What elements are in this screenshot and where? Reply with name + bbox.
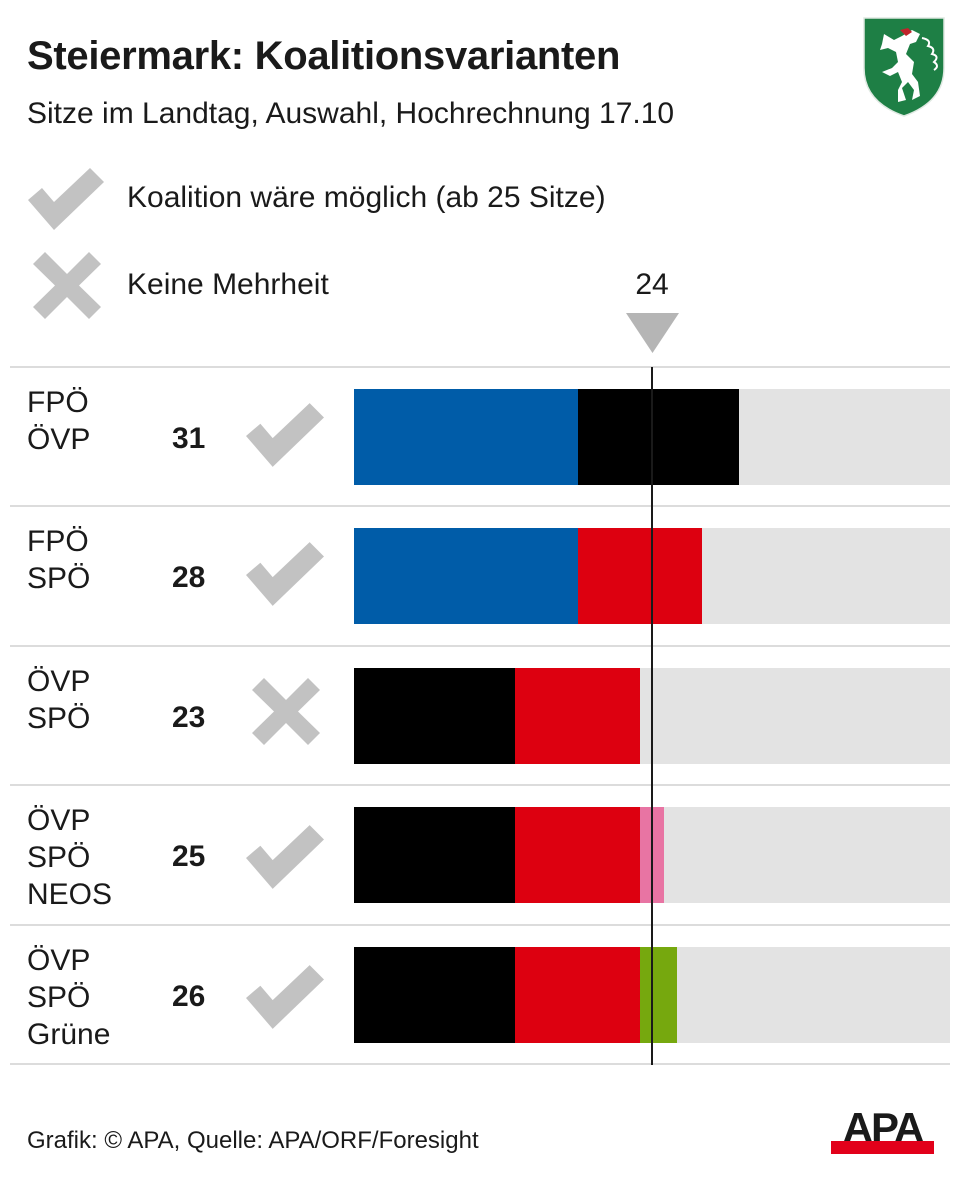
bar-segment-fpoe bbox=[354, 389, 578, 485]
row-separator bbox=[10, 784, 950, 786]
party-label: SPÖ bbox=[27, 562, 91, 595]
bar-segment-fpoe bbox=[354, 528, 578, 624]
party-label: Grüne bbox=[27, 1018, 111, 1051]
checkmark-icon bbox=[246, 542, 324, 606]
party-label: ÖVP bbox=[27, 423, 91, 456]
party-label: FPÖ bbox=[27, 525, 89, 558]
party-list: FPÖ SPÖ bbox=[27, 523, 90, 597]
checkmark-icon bbox=[246, 403, 324, 467]
party-label: SPÖ bbox=[27, 981, 91, 1014]
row-separator bbox=[10, 645, 950, 647]
coalition-row-oevp-spoe-gruene: ÖVP SPÖ Grüne 26 bbox=[0, 925, 960, 1064]
checkmark-icon bbox=[246, 825, 324, 889]
bar-segment-spoe bbox=[515, 668, 640, 764]
party-label: NEOS bbox=[27, 878, 113, 911]
bar-segment-oevp bbox=[354, 947, 516, 1043]
bar-segment-gruene bbox=[639, 947, 677, 1043]
party-list: ÖVP SPÖ NEOS bbox=[27, 802, 112, 913]
apa-logo-red-bar bbox=[831, 1141, 934, 1154]
bar-segment-oevp bbox=[577, 389, 739, 485]
bar-segment-oevp bbox=[354, 807, 516, 903]
bar-segment-oevp bbox=[354, 668, 516, 764]
seat-total: 25 bbox=[172, 840, 206, 873]
party-label: SPÖ bbox=[27, 702, 91, 735]
legend-label-no-majority: Keine Mehrheit bbox=[127, 268, 329, 301]
triangle-down-icon bbox=[626, 313, 679, 353]
party-label: SPÖ bbox=[27, 841, 91, 874]
row-separator bbox=[10, 1063, 950, 1065]
majority-reference-line bbox=[651, 367, 653, 1065]
row-separator bbox=[10, 505, 950, 507]
seat-total: 23 bbox=[172, 701, 206, 734]
styria-coat-of-arms-icon bbox=[863, 17, 945, 117]
party-label: FPÖ bbox=[27, 386, 89, 419]
cross-icon bbox=[33, 252, 101, 319]
chart-title: Steiermark: Koalitionsvarianten bbox=[27, 34, 621, 78]
party-list: ÖVP SPÖ Grüne bbox=[27, 942, 110, 1053]
coalition-row-fpoe-spoe: FPÖ SPÖ 28 bbox=[0, 506, 960, 645]
party-label: ÖVP bbox=[27, 944, 91, 977]
cross-icon bbox=[252, 678, 320, 745]
party-label: ÖVP bbox=[27, 665, 91, 698]
checkmark-icon bbox=[246, 965, 324, 1029]
seat-total: 28 bbox=[172, 561, 206, 594]
row-separator bbox=[10, 366, 950, 368]
source-credit: Grafik: © APA, Quelle: APA/ORF/Foresight bbox=[27, 1127, 479, 1154]
bar-segment-spoe bbox=[577, 528, 702, 624]
bar-segment-spoe bbox=[515, 807, 640, 903]
seat-total: 31 bbox=[172, 422, 206, 455]
bar-segment-spoe bbox=[515, 947, 640, 1043]
coalition-row-fpoe-oevp: FPÖ ÖVP 31 bbox=[0, 367, 960, 506]
party-list: FPÖ ÖVP bbox=[27, 384, 90, 458]
seat-total: 26 bbox=[172, 980, 206, 1013]
majority-marker-label: 24 bbox=[635, 268, 669, 301]
legend-label-possible: Koalition wäre möglich (ab 25 Sitze) bbox=[127, 181, 606, 214]
row-separator bbox=[10, 924, 950, 926]
party-label: ÖVP bbox=[27, 804, 91, 837]
checkmark-icon bbox=[28, 168, 104, 230]
chart-subtitle: Sitze im Landtag, Auswahl, Hochrechnung … bbox=[27, 97, 675, 130]
coalition-row-oevp-spoe: ÖVP SPÖ 23 bbox=[0, 646, 960, 785]
apa-logo: APA bbox=[831, 1107, 934, 1158]
coalition-row-oevp-spoe-neos: ÖVP SPÖ NEOS 25 bbox=[0, 785, 960, 924]
party-list: ÖVP SPÖ bbox=[27, 663, 90, 737]
